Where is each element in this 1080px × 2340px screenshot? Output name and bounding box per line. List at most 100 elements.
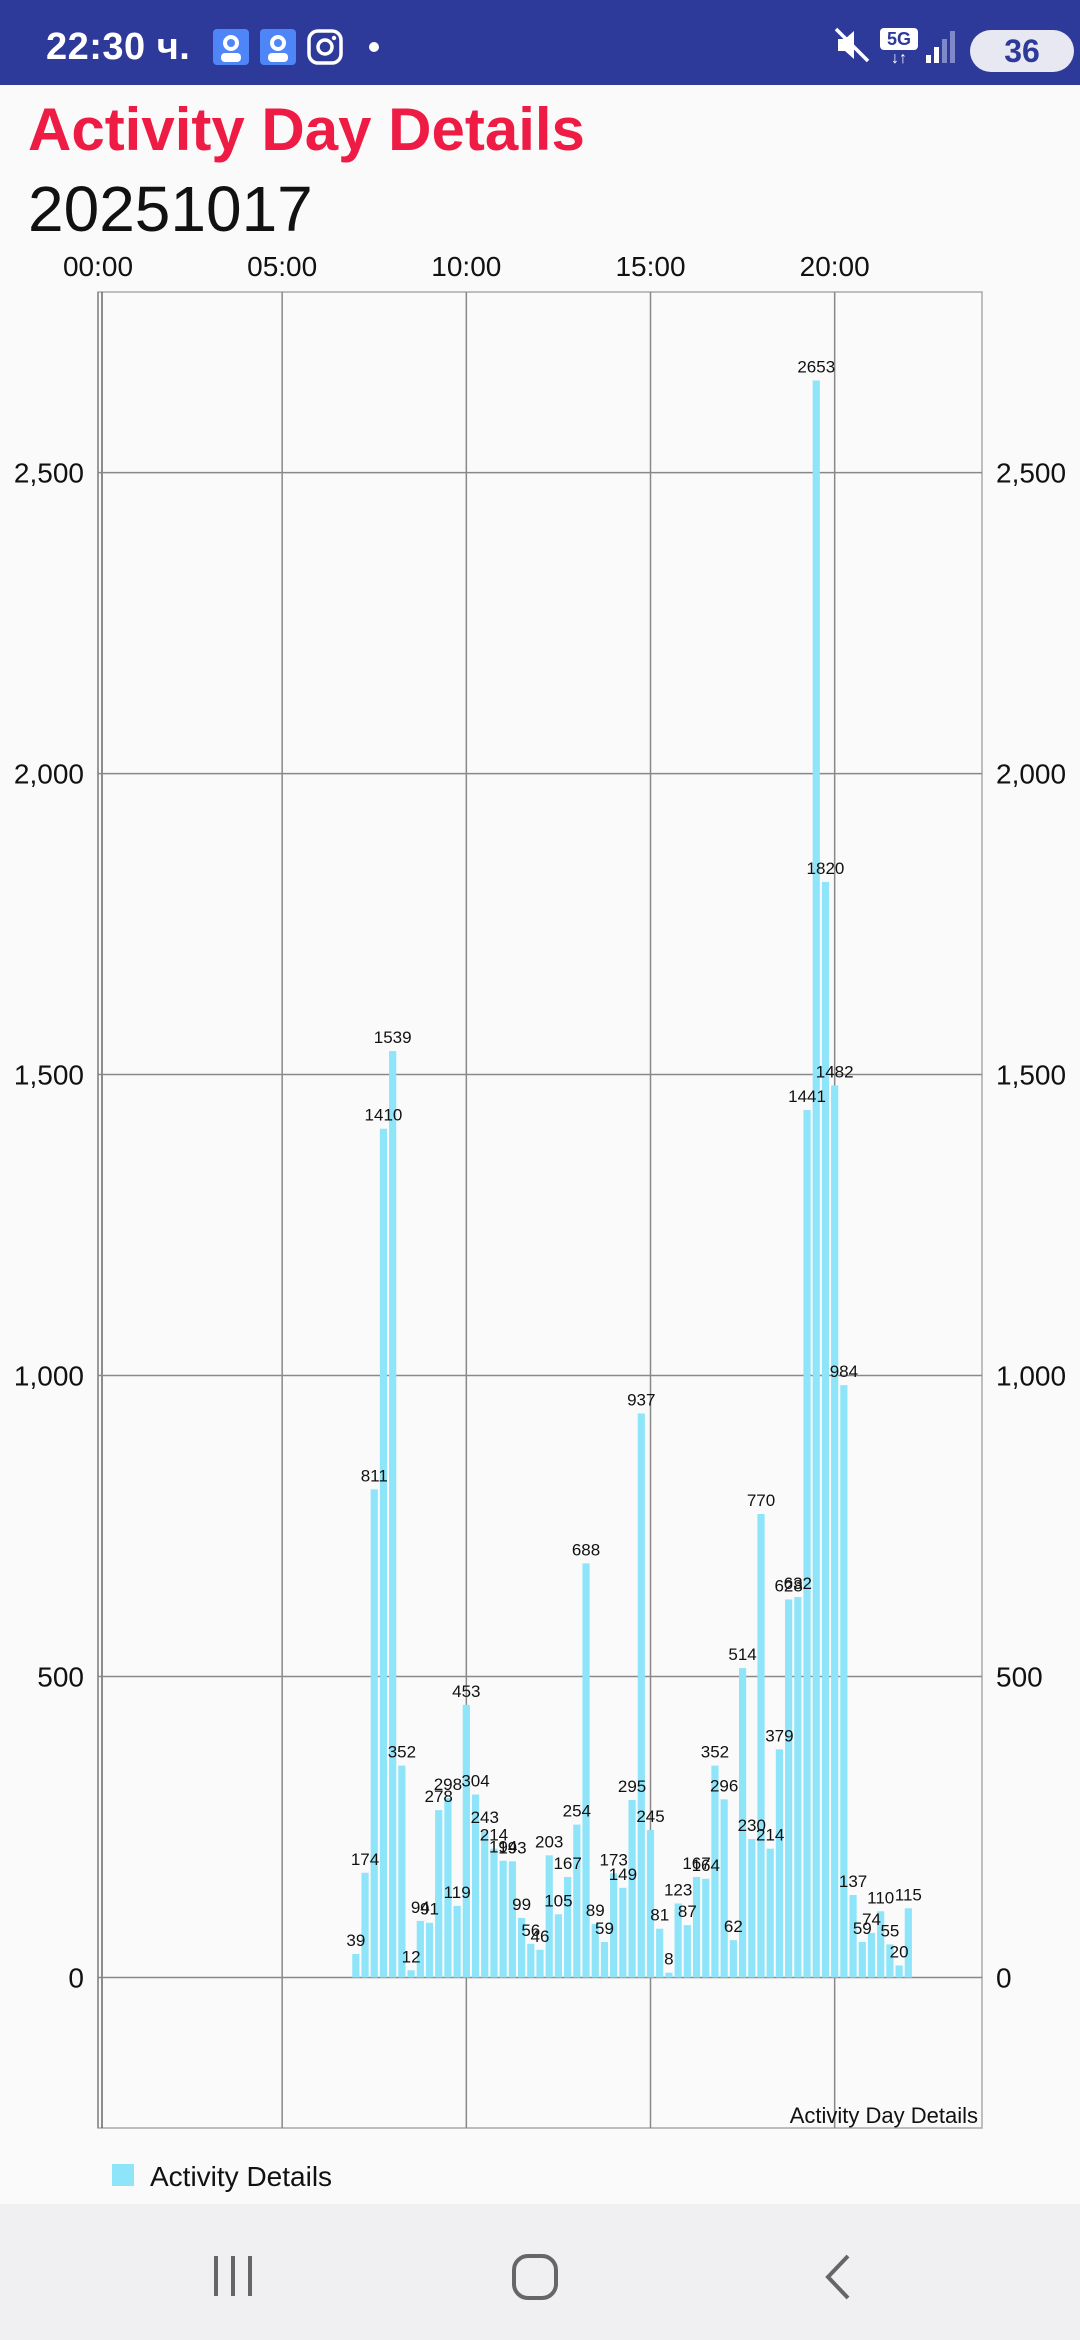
status-bar: 22:30 ч. 5G ↓↑ 36 <box>0 0 1080 85</box>
recent-apps-icon[interactable] <box>208 2252 258 2302</box>
bar-value-label: 688 <box>572 1540 600 1559</box>
y-tick-label-left: 500 <box>37 1662 84 1693</box>
bar-value-label: 214 <box>480 1826 508 1845</box>
bar <box>610 1873 618 1978</box>
bar <box>858 1941 866 1978</box>
bar <box>849 1895 857 1978</box>
bar-value-label: 56 <box>521 1921 540 1940</box>
y-tick-label-right: 1,500 <box>996 1060 1066 1091</box>
chart-legend: Activity Details <box>112 2161 332 2192</box>
x-tick-label: 20:00 <box>800 251 870 282</box>
signal-icon <box>926 31 955 63</box>
bar-value-label: 984 <box>830 1362 858 1381</box>
bar <box>803 1110 811 1978</box>
bar <box>757 1513 765 1978</box>
bar-value-label: 1441 <box>788 1087 826 1106</box>
page-title: Activity Day Details <box>28 96 585 163</box>
bar-value-label: 770 <box>747 1491 775 1510</box>
bar <box>794 1597 802 1978</box>
chart-frame <box>97 291 983 2129</box>
bar-value-label: 379 <box>765 1726 793 1745</box>
y-tick-label-right: 0 <box>996 1963 1012 1994</box>
bar <box>564 1876 572 1978</box>
bar-value-label: 304 <box>461 1772 489 1791</box>
bar-value-label: 2653 <box>797 357 835 376</box>
bar-value-label: 59 <box>853 1919 872 1938</box>
bar <box>435 1810 443 1978</box>
x-tick-label: 10:00 <box>431 251 501 282</box>
bar-value-label: 55 <box>880 1921 899 1940</box>
bar-value-label: 628 <box>774 1576 802 1595</box>
bar <box>702 1878 710 1978</box>
bar-value-label: 110 <box>867 1888 894 1907</box>
bar-value-label: 167 <box>682 1854 710 1873</box>
bar-value-label: 243 <box>471 1808 499 1827</box>
bar-value-label: 87 <box>678 1902 697 1921</box>
bar <box>812 380 820 1978</box>
bar-value-label: 164 <box>692 1856 720 1875</box>
back-icon[interactable] <box>818 2252 858 2302</box>
bar <box>775 1749 784 1978</box>
bar-value-label: 91 <box>420 1900 439 1919</box>
bar-value-label: 119 <box>444 1883 471 1902</box>
bar-value-label: 174 <box>351 1850 379 1869</box>
bar <box>748 1839 756 1978</box>
bar-value-label: 46 <box>531 1927 550 1946</box>
bar-value-label: 193 <box>498 1838 526 1857</box>
bar-value-label: 352 <box>701 1743 729 1762</box>
home-icon[interactable] <box>510 2252 560 2302</box>
bar <box>462 1704 470 1978</box>
bar-value-label: 62 <box>724 1917 743 1936</box>
dot-icon <box>369 42 379 52</box>
bar <box>738 1668 747 1978</box>
bar <box>370 1489 378 1978</box>
bar-value-label: 123 <box>664 1880 692 1899</box>
legend-label: Activity Details <box>150 2161 332 2192</box>
5g-icon: 5G ↓↑ <box>880 28 918 72</box>
bar <box>554 1914 563 1978</box>
bar <box>895 1965 903 1978</box>
bar <box>729 1940 737 1978</box>
bar-value-label: 1410 <box>365 1106 403 1125</box>
x-tick-label: 15:00 <box>615 251 685 282</box>
bar-value-label: 352 <box>388 1743 416 1762</box>
status-time: 22:30 ч. <box>46 26 191 68</box>
bar-value-label: 59 <box>595 1919 614 1938</box>
bar-value-label: 1820 <box>807 859 845 878</box>
bar <box>508 1861 516 1978</box>
bar <box>416 1920 424 1978</box>
bar <box>785 1599 793 1978</box>
mute-icon <box>834 27 870 63</box>
bar <box>821 881 830 1978</box>
battery-icon: 36 <box>970 30 1074 72</box>
bar-value-label: 245 <box>636 1807 664 1826</box>
bar <box>453 1905 461 1978</box>
bar <box>665 1972 673 1978</box>
bar-value-label: 20 <box>890 1942 909 1961</box>
bar-value-label: 99 <box>512 1895 531 1914</box>
bar-value-label: 39 <box>346 1931 365 1950</box>
bar-value-label: 81 <box>650 1906 669 1925</box>
y-tick-label-left: 2,000 <box>14 759 84 790</box>
bar <box>711 1765 719 1978</box>
bar <box>444 1798 452 1978</box>
bar-value-label: 149 <box>609 1865 637 1884</box>
bar <box>545 1855 553 1978</box>
bar-value-label: 115 <box>895 1885 922 1904</box>
bar-value-label: 295 <box>618 1777 646 1796</box>
chart-grid <box>97 291 983 2129</box>
bar <box>490 1848 498 1978</box>
bar <box>904 1908 912 1978</box>
bar-value-label: 94 <box>411 1898 430 1917</box>
bar-value-label: 105 <box>544 1891 572 1910</box>
bar <box>499 1860 507 1978</box>
bar <box>352 1954 360 1978</box>
y-tick-label-left: 2,500 <box>14 458 84 489</box>
bar-value-label: 811 <box>361 1466 388 1485</box>
bar <box>637 1413 645 1978</box>
bar <box>656 1928 664 1978</box>
bar-value-label: 296 <box>710 1776 738 1795</box>
bar-value-label: 12 <box>402 1947 421 1966</box>
